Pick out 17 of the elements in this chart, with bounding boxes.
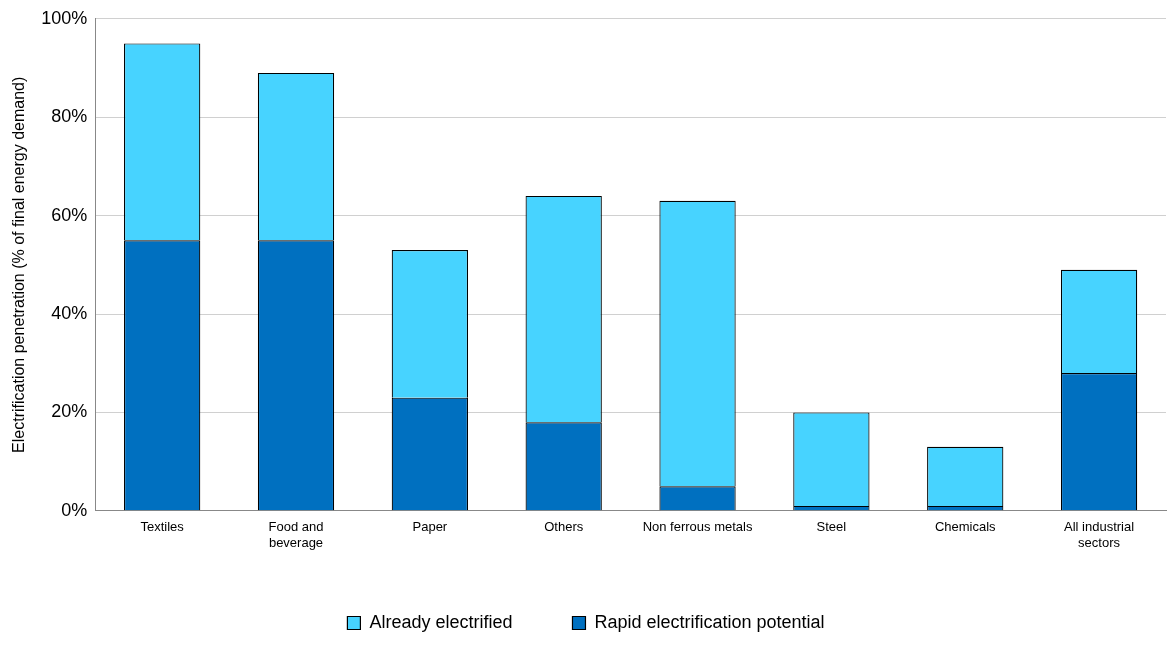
y-axis-title: Electrification penetration (% of final energy demand) xyxy=(10,76,28,453)
y-tick-label: 100% xyxy=(41,7,88,28)
y-tick-label: 0% xyxy=(61,499,88,520)
x-tick-label: Paper xyxy=(412,519,448,535)
y-tick-label: 80% xyxy=(51,106,88,127)
legend-label: Rapid electrification potential xyxy=(594,611,825,632)
y-tick-label: 40% xyxy=(51,302,88,323)
x-tick-label: All industrial sectors xyxy=(1064,519,1135,550)
legend-label: Already electrified xyxy=(369,611,513,632)
x-tick-label: Others xyxy=(544,519,584,535)
y-tick-label: 60% xyxy=(51,204,88,225)
y-tick-label: 20% xyxy=(51,401,88,422)
x-tick-label: Steel xyxy=(816,519,847,535)
x-tick-label: Non ferrous metals xyxy=(642,519,753,535)
x-tick-label: Textiles xyxy=(140,519,185,535)
x-tick-label: Food and beverage xyxy=(268,519,324,550)
x-tick-label: Chemicals xyxy=(934,519,997,535)
